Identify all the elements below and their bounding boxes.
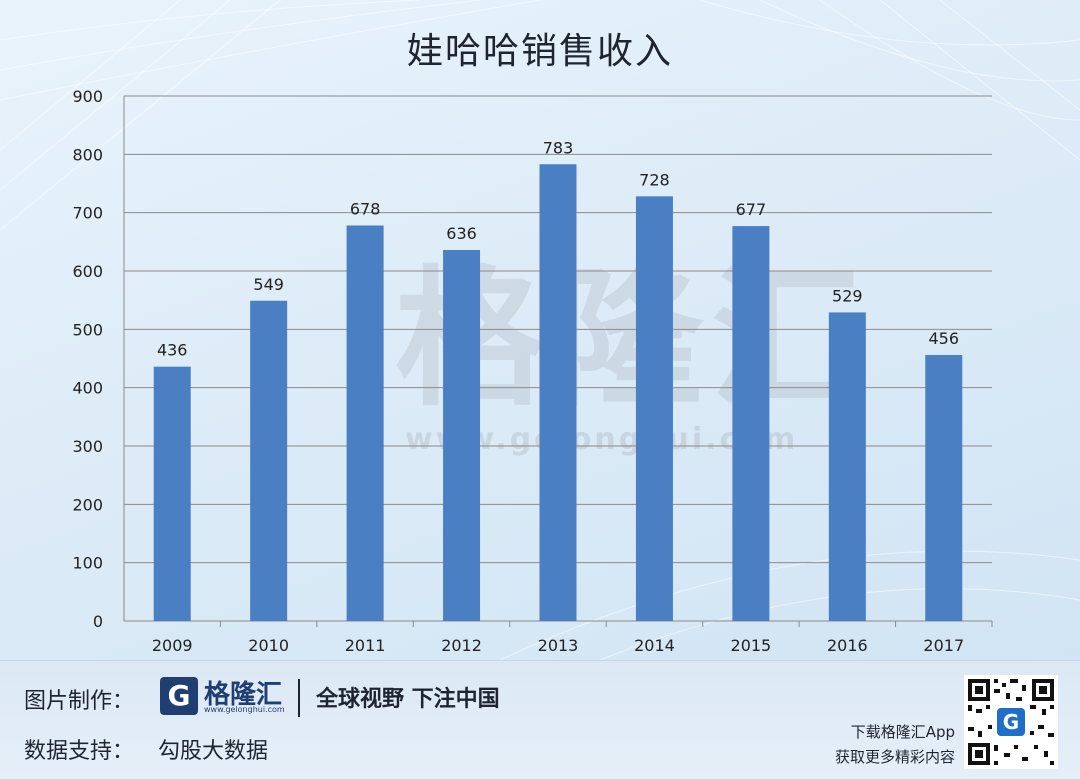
- bar: [732, 226, 770, 622]
- y-tick-label: 500: [72, 320, 103, 339]
- qr-center-glyph: G: [1003, 710, 1019, 734]
- bar: [443, 250, 481, 621]
- footer-divider: [298, 679, 300, 717]
- download-line-2: 获取更多精彩内容: [834, 748, 955, 766]
- data-label: 636: [446, 224, 477, 243]
- y-tick-label: 600: [72, 262, 103, 281]
- data-label: 678: [350, 200, 381, 219]
- logo-url: www.gelonghui.com: [204, 705, 285, 714]
- bar: [250, 300, 288, 621]
- x-tick-label: 2013: [538, 636, 579, 655]
- data-label: 783: [543, 138, 574, 157]
- slogan: 全球视野 下注中国: [316, 687, 500, 712]
- bar: [153, 366, 191, 621]
- bar: [925, 355, 963, 621]
- data-label: 数据支持：: [24, 739, 135, 764]
- bar: [539, 164, 577, 621]
- bar: [635, 196, 673, 622]
- y-tick-label: 400: [72, 379, 103, 398]
- x-tick-label: 2015: [731, 636, 772, 655]
- credit-label: 图片制作：: [24, 689, 135, 714]
- y-tick-label: 900: [72, 87, 103, 106]
- logo-icon: G: [160, 677, 198, 715]
- x-tick-label: 2011: [345, 636, 386, 655]
- data-label: 456: [929, 329, 960, 348]
- qr-code-icon[interactable]: G: [964, 675, 1058, 769]
- data-label: 436: [157, 341, 188, 360]
- data-source: 勾股大数据: [158, 739, 269, 764]
- x-tick-label: 2010: [248, 636, 289, 655]
- x-tick-label: 2012: [441, 636, 482, 655]
- logo-name: 格隆汇: [204, 680, 283, 710]
- chart-title: 娃哈哈销售收入: [406, 31, 673, 72]
- y-tick-label: 200: [72, 495, 103, 514]
- data-label: 549: [253, 275, 284, 294]
- y-tick-label: 700: [72, 204, 103, 223]
- y-tick-label: 800: [72, 145, 103, 164]
- x-tick-label: 2017: [923, 636, 964, 655]
- download-line-1: 下载格隆汇App: [850, 723, 955, 741]
- x-tick-label: 2014: [634, 636, 675, 655]
- y-tick-label: 100: [72, 554, 103, 573]
- bar-chart: 0 100 200 300 400 500 600 700 800 900 436 2009 549 20…: [72, 87, 993, 655]
- logo-glyph: G: [167, 679, 191, 712]
- x-tick-label: 2016: [827, 636, 868, 655]
- footer: 图片制作： G 格隆汇 www.gelonghui.com 全球视野 下注中国 …: [0, 660, 1080, 779]
- download-prompt: 下载格隆汇App 获取更多精彩内容: [790, 721, 955, 771]
- data-label: 728: [639, 170, 670, 189]
- bar: [346, 225, 384, 621]
- y-tick-label: 0: [93, 612, 103, 631]
- y-tick-label: 300: [72, 437, 103, 456]
- data-label: 677: [736, 200, 767, 219]
- data-label: 529: [832, 286, 863, 305]
- x-tick-label: 2009: [152, 636, 193, 655]
- bar: [828, 312, 866, 621]
